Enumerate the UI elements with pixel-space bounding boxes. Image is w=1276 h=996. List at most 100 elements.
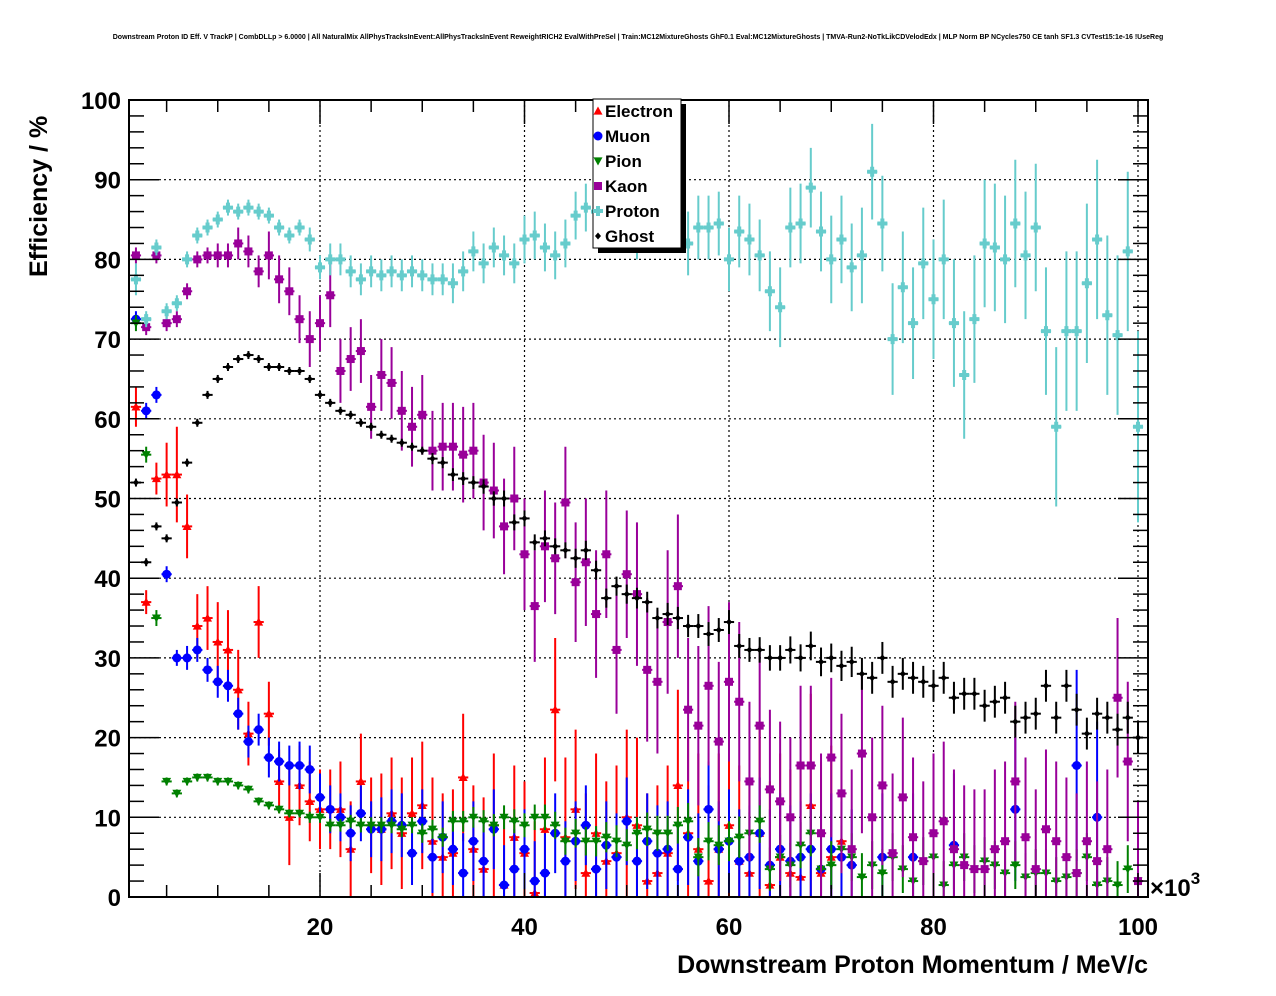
marker-square <box>131 251 140 260</box>
marker-cross <box>867 166 878 177</box>
x-tick-label: 60 <box>716 914 743 941</box>
marker-circle <box>162 569 172 579</box>
data-point-kaon <box>1081 761 1092 897</box>
data-point-ghost <box>304 374 315 383</box>
marker-square <box>387 378 396 387</box>
data-point-muon <box>222 669 234 702</box>
data-point-muon <box>151 386 162 403</box>
marker-triangle-down <box>233 781 243 790</box>
marker-circle <box>141 406 151 416</box>
marker-diamond <box>204 391 211 399</box>
data-point-ghost <box>867 661 878 694</box>
marker-triangle-down <box>151 614 161 623</box>
legend-marker-diamond <box>595 232 601 240</box>
marker-circle <box>540 868 550 878</box>
data-point-proton <box>999 195 1011 324</box>
marker-triangle-down <box>652 829 662 838</box>
data-point-ghost <box>1040 669 1052 702</box>
data-point-muon <box>141 402 152 419</box>
marker-diamond <box>910 674 917 682</box>
marker-cross <box>1040 326 1051 337</box>
data-point-proton <box>519 215 530 264</box>
marker-triangle-up <box>223 645 233 654</box>
x-axis-multiplier: ×103 <box>1150 869 1200 902</box>
data-point-kaon <box>406 386 418 467</box>
marker-square <box>428 446 437 455</box>
data-point-pion <box>723 821 735 862</box>
data-point-proton <box>1040 267 1052 395</box>
marker-square <box>725 677 733 686</box>
marker-diamond <box>603 594 610 602</box>
marker-square <box>346 355 355 364</box>
data-point-kaon <box>1061 777 1072 897</box>
data-point-pion <box>590 826 602 857</box>
marker-diamond <box>787 646 794 654</box>
data-point-ghost <box>458 472 469 485</box>
marker-diamond <box>1063 682 1070 690</box>
data-point-ghost <box>938 661 949 694</box>
marker-circle <box>509 864 519 874</box>
data-point-kaon <box>1040 749 1052 897</box>
marker-cross <box>1112 330 1123 341</box>
marker-cross <box>856 250 867 261</box>
data-point-proton <box>826 215 837 304</box>
data-point-pion <box>417 823 428 843</box>
data-point-pion <box>693 838 704 877</box>
data-point-pion <box>202 773 213 782</box>
marker-diamond <box>746 646 753 654</box>
marker-cross <box>396 270 407 281</box>
marker-square <box>418 410 427 419</box>
marker-cross <box>468 246 479 257</box>
data-point-ghost <box>560 542 571 559</box>
marker-cross <box>141 314 152 325</box>
marker-triangle-down <box>826 861 836 870</box>
data-point-proton <box>529 211 540 260</box>
marker-cross <box>775 302 786 313</box>
legend: Electron Muon Pion Kaon Proton Ghost <box>592 98 686 253</box>
marker-circle <box>673 864 683 874</box>
data-point-ghost <box>815 647 827 677</box>
legend-label: Electron <box>605 102 673 121</box>
marker-diamond <box>633 594 640 602</box>
marker-triangle-down <box>714 841 724 850</box>
data-point-ghost <box>294 366 305 375</box>
data-point-kaon <box>826 677 837 838</box>
marker-diamond <box>214 375 221 383</box>
data-point-muon <box>417 789 428 854</box>
data-point-ghost <box>243 351 254 360</box>
data-point-ghost <box>314 390 326 399</box>
marker-cross <box>550 250 561 261</box>
legend-item-proton: Proton <box>593 202 660 221</box>
data-point-ghost <box>590 560 602 580</box>
marker-triangle-down <box>571 829 581 838</box>
data-point-ghost <box>263 363 274 371</box>
marker-square <box>1001 837 1010 846</box>
marker-diamond <box>1124 714 1131 722</box>
marker-triangle-down <box>683 817 693 826</box>
marker-triangle-up <box>356 776 366 786</box>
data-point-electron <box>171 426 182 523</box>
marker-triangle-down <box>376 821 386 830</box>
data-point-proton <box>897 231 908 344</box>
marker-triangle-up <box>254 617 264 626</box>
data-point-kaon <box>253 255 264 288</box>
data-point-proton <box>713 191 724 256</box>
marker-triangle-down <box>427 825 437 834</box>
marker-square <box>745 777 754 786</box>
data-point-ghost <box>959 677 970 710</box>
marker-circle <box>213 677 223 687</box>
marker-cross <box>795 218 806 229</box>
data-point-proton <box>1051 347 1062 507</box>
data-point-muon <box>498 845 510 897</box>
marker-diamond <box>1022 714 1029 722</box>
marker-cross <box>222 202 233 213</box>
marker-square <box>796 761 805 770</box>
data-point-proton <box>202 219 213 236</box>
legend-marker-square <box>594 182 602 190</box>
data-point-muon <box>335 793 346 842</box>
data-point-proton <box>335 243 346 276</box>
x-tick-label: 80 <box>920 914 947 941</box>
marker-square <box>704 681 713 690</box>
marker-square <box>949 845 958 854</box>
marker-cross <box>151 242 162 253</box>
